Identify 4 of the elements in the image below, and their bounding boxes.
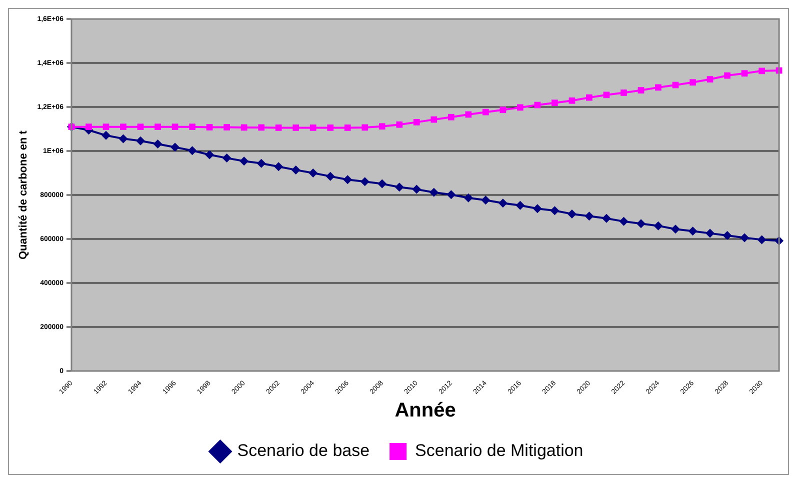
legend-label: Scenario de base bbox=[237, 441, 370, 460]
legend-label: Scenario de Mitigation bbox=[415, 441, 584, 460]
y-axis-title: Quantité de carbone en t bbox=[18, 130, 30, 260]
x-axis-title: Année bbox=[394, 400, 456, 422]
